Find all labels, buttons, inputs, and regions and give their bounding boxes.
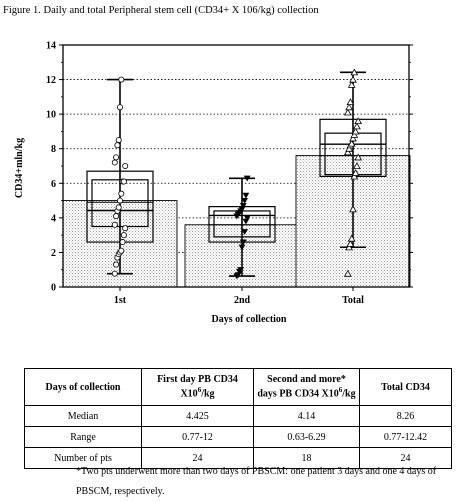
x-axis-label: Days of collection [212, 314, 287, 325]
data-point [241, 229, 248, 235]
data-point [238, 244, 246, 251]
data-point [347, 234, 356, 242]
data-point [111, 270, 118, 277]
y-tick-label: 12 [46, 75, 56, 86]
y-tick-label: 14 [46, 41, 56, 52]
data-point [120, 232, 127, 239]
table-row: Range 0.77-12 0.63-6.29 0.77-12.42 [24, 426, 452, 448]
data-point [118, 247, 125, 254]
row-label: Range [24, 426, 142, 448]
y-tick-label: 4 [51, 213, 56, 224]
data-point [349, 205, 357, 213]
cell-value: 4.14 [253, 405, 360, 427]
data-point [118, 190, 125, 197]
y-tick-label: 0 [51, 283, 56, 294]
table-row: Number of pts 24 18 24 [24, 447, 452, 469]
data-point [119, 239, 126, 246]
data-point [113, 261, 120, 268]
data-point [118, 76, 125, 83]
data-point [345, 144, 353, 152]
data-point [351, 169, 360, 176]
cell-value: 24 [359, 447, 452, 469]
data-point [241, 197, 248, 204]
data-point [350, 68, 359, 76]
x-tick-label: Total [342, 295, 364, 306]
data-point [343, 269, 352, 277]
header-first-day: First day PB CD34 X106/kg [141, 368, 254, 406]
data-point [346, 98, 355, 106]
data-point [354, 117, 363, 125]
data-point [347, 139, 356, 147]
data-point [350, 131, 359, 138]
data-point [350, 172, 359, 180]
data-point [242, 192, 250, 199]
data-point [353, 122, 361, 130]
header-days-of-collection: Days of collection [24, 368, 142, 406]
axes: 0 2 4 6 8 10 12 14 1st 2nd Total [46, 41, 413, 306]
data-point [239, 203, 247, 209]
box-plot-chart: 0 2 4 6 8 10 12 14 1st 2nd Total CD34+mln/kg Days … [14, 41, 413, 325]
data-points [111, 68, 363, 280]
cell-value: 0.77-12 [141, 426, 254, 448]
x-tick-label: 1st [114, 295, 127, 306]
y-tick-label: 6 [51, 179, 56, 190]
data-point [113, 154, 120, 161]
data-point [242, 218, 250, 225]
y-tick-label: 8 [51, 144, 56, 155]
cell-value: 8.26 [359, 405, 452, 427]
cell-value: 4.425 [141, 405, 254, 427]
data-point [349, 134, 357, 142]
data-point [120, 178, 127, 185]
data-point [343, 148, 352, 156]
data-point [347, 80, 356, 88]
data-point [122, 162, 129, 169]
data-point [346, 239, 355, 247]
summary-table: Days of collection First day PB CD34 X10… [24, 368, 452, 469]
table-row: Median 4.425 4.14 8.26 [24, 405, 452, 427]
data-point [117, 104, 124, 111]
plot-frame [62, 44, 410, 288]
cell-value: 0.63-6.29 [253, 426, 360, 448]
data-point [351, 127, 360, 135]
data-point [111, 221, 118, 228]
data-point [122, 225, 129, 232]
data-point [115, 137, 122, 144]
y-tick-label: 2 [51, 248, 56, 259]
data-point [349, 75, 357, 83]
inner-box [91, 179, 149, 228]
data-point [243, 215, 251, 222]
data-point [354, 153, 363, 161]
cell-value: 0.77-12.42 [359, 426, 452, 448]
y-axis-label: CD34+mln/kg [14, 138, 25, 198]
data-point [117, 197, 124, 204]
data-point [353, 162, 361, 169]
row-label: Median [24, 405, 142, 427]
data-point [111, 159, 118, 166]
header-total: Total CD34 [359, 368, 452, 406]
data-point [345, 243, 353, 251]
data-point [237, 267, 245, 273]
data-point [115, 204, 122, 211]
data-point [113, 213, 120, 220]
footnote: *Two pts underwent more than two days of… [76, 466, 437, 497]
figure-title: Figure 1. Daily and total Peripheral ste… [3, 5, 319, 16]
data-point [239, 239, 247, 246]
x-tick-label: 2nd [234, 295, 251, 306]
y-tick-label: 10 [46, 110, 56, 121]
data-point [343, 108, 352, 116]
data-point [114, 142, 121, 149]
data-point [345, 103, 353, 111]
header-second-day: Second and more* days PB CD34 X106/kg [253, 368, 360, 406]
data-point [243, 175, 251, 182]
table-header-row: Days of collection First day PB CD34 X10… [24, 368, 452, 406]
